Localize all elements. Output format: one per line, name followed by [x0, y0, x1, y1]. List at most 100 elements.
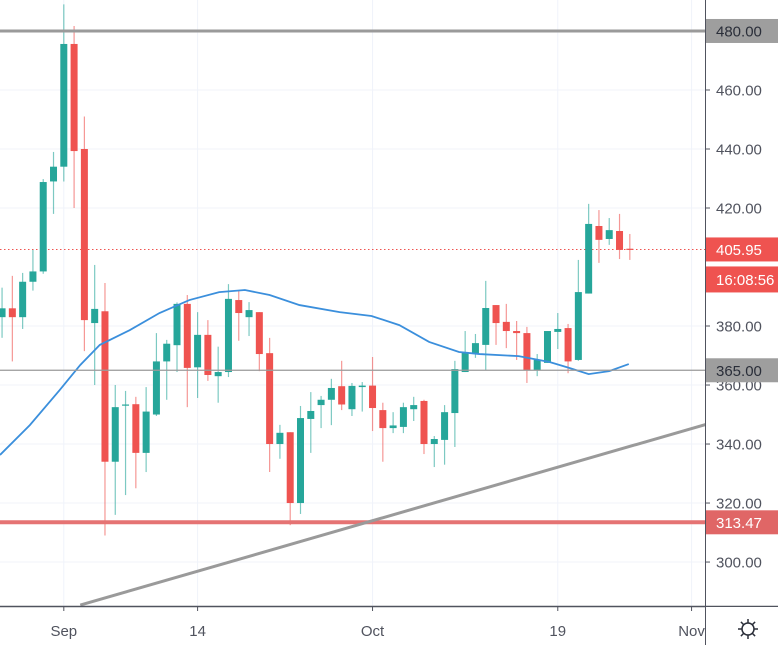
time-tick-label-Nov: Nov — [678, 623, 705, 640]
candle-body — [482, 308, 490, 345]
candle-body — [502, 321, 510, 332]
candle-body — [194, 334, 202, 368]
candle-body — [214, 372, 222, 377]
candle — [132, 396, 140, 489]
candle-body — [245, 310, 253, 318]
candle-body — [183, 303, 191, 368]
candle — [430, 436, 438, 468]
candle — [173, 302, 181, 373]
candle — [142, 387, 150, 473]
candle — [389, 412, 397, 434]
candle-body — [173, 303, 181, 346]
candle — [50, 151, 58, 214]
candle-body — [60, 43, 68, 167]
candle-body — [0, 308, 6, 318]
candle — [513, 320, 521, 360]
candle-body — [513, 331, 521, 334]
price-label-365.00-label: 365.00 — [716, 363, 762, 380]
last-price-label: 405.95 — [716, 242, 762, 259]
candle-body — [554, 328, 562, 332]
candle-body — [255, 312, 263, 355]
candle-body — [533, 359, 541, 371]
gear-icon[interactable] — [737, 618, 759, 640]
candle-body — [317, 399, 325, 406]
candle — [60, 4, 68, 182]
candle — [338, 360, 346, 411]
moving-average-line — [0, 289, 630, 456]
candle — [327, 378, 335, 426]
candle-body — [348, 385, 356, 410]
candle-body — [389, 425, 397, 429]
price-label-480.00-label: 480.00 — [716, 23, 762, 40]
candle — [492, 305, 500, 345]
candle — [255, 312, 263, 372]
candle-body — [132, 404, 140, 453]
candle-body — [39, 182, 47, 272]
candle-body — [142, 411, 150, 453]
candle — [564, 323, 572, 374]
candle-body — [379, 410, 387, 429]
candle-body — [369, 385, 377, 409]
candle-body — [420, 400, 428, 445]
time-tick-label-19: 19 — [549, 623, 566, 640]
trendline — [79, 402, 778, 607]
candle — [39, 179, 47, 274]
price-label-480.00-box — [706, 18, 778, 43]
time-tick-label-Sep: Sep — [50, 623, 77, 640]
candle-body — [266, 353, 274, 445]
candle-body — [235, 300, 243, 314]
price-label-313.47-box — [706, 510, 778, 535]
candle — [224, 284, 232, 378]
candle-body — [626, 248, 634, 250]
candle — [214, 346, 222, 403]
candle-body — [111, 407, 119, 462]
candle — [379, 402, 387, 462]
candle — [111, 385, 119, 515]
time-tick-label-Oct: Oct — [361, 623, 385, 640]
candle-body — [50, 166, 58, 182]
candle-body — [29, 271, 37, 282]
price-tick-label: 380.00 — [716, 319, 762, 336]
candle — [80, 116, 88, 352]
candle — [286, 432, 294, 526]
candle-body — [152, 361, 160, 415]
candle — [8, 275, 16, 362]
candle — [585, 203, 593, 294]
candle-body — [595, 225, 603, 240]
candle — [276, 424, 284, 459]
candle-body — [430, 439, 438, 445]
last-price-box — [706, 237, 778, 262]
candle-body — [564, 328, 572, 362]
candle-body — [163, 343, 171, 362]
candle — [358, 382, 366, 412]
candle-body — [80, 148, 88, 321]
candle-body — [399, 407, 407, 427]
candle-body — [101, 311, 109, 462]
price-tick-label: 460.00 — [716, 82, 762, 99]
candle — [533, 354, 541, 377]
candle — [441, 405, 449, 465]
candle — [317, 395, 325, 429]
time-axis — [0, 606, 705, 645]
candle-body — [297, 418, 305, 504]
candle — [183, 295, 191, 408]
candle-body — [122, 404, 130, 406]
candle-body — [307, 410, 315, 419]
candle-body — [585, 223, 593, 294]
candle-body — [492, 305, 500, 324]
candle — [482, 280, 490, 370]
price-tick-label: 300.00 — [716, 555, 762, 572]
candle-body — [605, 230, 613, 239]
candle-body — [19, 281, 27, 318]
candle — [461, 331, 469, 373]
candle — [101, 282, 109, 536]
candle-body — [543, 331, 551, 363]
price-axis — [705, 0, 778, 645]
candle — [410, 396, 418, 422]
candle-body — [358, 385, 366, 388]
time-tick-label-14: 14 — [189, 623, 206, 640]
candle-body — [204, 334, 212, 375]
candle — [502, 303, 510, 349]
candle — [122, 390, 130, 496]
